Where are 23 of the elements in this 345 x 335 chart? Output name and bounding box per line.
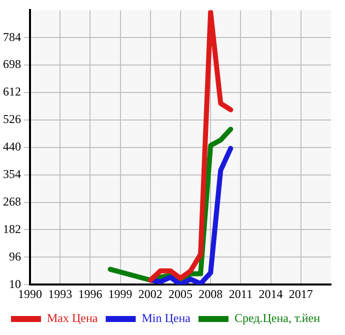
x-tick-label: 2011 — [228, 286, 252, 301]
y-tick-label: 268 — [3, 194, 21, 208]
x-tick-label: 2017 — [288, 286, 313, 301]
x-tick-label: 2005 — [168, 286, 192, 301]
y-tick-label: 10 — [9, 276, 21, 291]
x-tick-label: 1999 — [108, 286, 132, 301]
y-tick-label: 526 — [3, 112, 21, 126]
x-tick-label: 2002 — [138, 286, 162, 301]
legend-label: Min Цена — [142, 311, 192, 326]
y-tick-label: 96 — [9, 249, 21, 264]
x-tick-label: 1996 — [78, 286, 102, 301]
y-tick-label: 612 — [3, 84, 21, 99]
y-tick-label: 440 — [3, 140, 21, 154]
legend-label: Сред.Цена, т.йен — [234, 311, 321, 326]
x-tick-label: 2014 — [258, 286, 283, 301]
y-tick-label: 182 — [3, 222, 21, 236]
y-tick-label: 784 — [3, 30, 21, 44]
y-tick-label: 354 — [3, 166, 21, 181]
y-tick-label: 698 — [3, 57, 21, 72]
legend-label: Max Цена — [46, 311, 98, 326]
x-tick-label: 1993 — [48, 286, 72, 301]
x-tick-label: 2008 — [198, 286, 223, 301]
x-tick-label: 1990 — [18, 286, 42, 301]
